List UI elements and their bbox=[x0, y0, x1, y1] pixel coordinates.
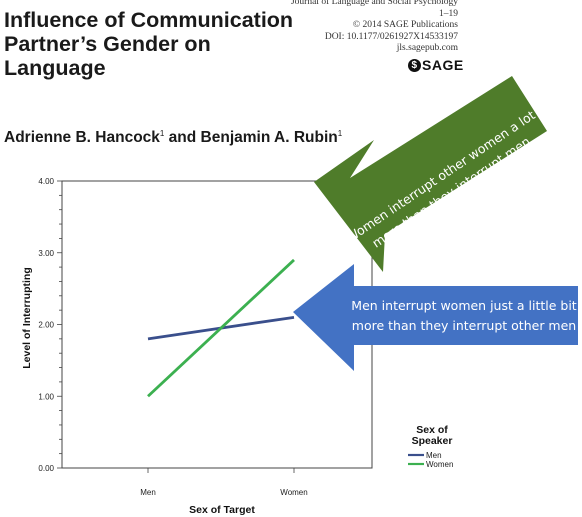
legend-label-men: Men bbox=[426, 451, 442, 460]
authors: Adrienne B. Hancock1 and Benjamin A. Rub… bbox=[4, 129, 342, 147]
legend-title-line-2: Speaker bbox=[412, 435, 453, 447]
sage-logo: $ SAGE bbox=[408, 57, 464, 73]
author-2-affiliation: 1 bbox=[337, 129, 343, 138]
series-line-women bbox=[147, 258, 295, 398]
y-tick-label: 3.00 bbox=[38, 249, 54, 258]
x-tick-label: Women bbox=[280, 488, 307, 497]
journal-info: Journal of Language and Social Psycholog… bbox=[291, 0, 458, 55]
y-axis-title: Level of Interrupting bbox=[21, 267, 33, 369]
green-arrow-shape bbox=[314, 76, 547, 272]
chart-axes: 0.00 1.00 2.00 3.00 4.00 Men Women bbox=[38, 177, 373, 497]
y-tick-label: 0.00 bbox=[38, 464, 54, 473]
author-connector: and bbox=[164, 129, 201, 146]
publisher-name: SAGE bbox=[422, 57, 464, 73]
author-1: Adrienne B. Hancock bbox=[4, 129, 160, 146]
y-tick-label: 1.00 bbox=[38, 392, 54, 401]
x-axis-title: Sex of Target bbox=[189, 504, 255, 516]
x-tick-label: Men bbox=[140, 488, 156, 497]
journal-copyright: © 2014 SAGE Publications bbox=[352, 20, 458, 30]
sage-s-icon: $ bbox=[408, 58, 421, 72]
chart-series bbox=[147, 258, 295, 398]
y-tick-label: 2.00 bbox=[38, 321, 54, 330]
paper-title: Influence of Communication Partner’s Gen… bbox=[4, 8, 304, 80]
journal-pages: 1–19 bbox=[439, 8, 458, 19]
y-tick-label: 4.00 bbox=[38, 177, 54, 186]
journal-url: jls.sagepub.com bbox=[396, 43, 458, 53]
author-1-affiliation: 1 bbox=[159, 129, 165, 138]
title-line-1: Influence of Communication bbox=[4, 8, 294, 32]
author-2: Benjamin A. Rubin bbox=[200, 129, 338, 146]
legend-title-line-1: Sex of bbox=[416, 424, 448, 436]
legend-label-women: Women bbox=[426, 460, 453, 469]
blue-arrow-text-line-1: Men interrupt women just a little bit bbox=[351, 298, 576, 313]
journal-name: Journal of Language and Social Psycholog… bbox=[290, 0, 458, 7]
blue-arrow-shape bbox=[293, 264, 578, 371]
journal-doi: DOI: 10.1177/0261927X14533197 bbox=[324, 31, 458, 42]
title-line-3: Language bbox=[4, 56, 106, 80]
blue-arrow-text-line-2: more than they interrupt other men bbox=[352, 318, 576, 333]
title-line-2: Partner’s Gender on bbox=[4, 32, 211, 56]
